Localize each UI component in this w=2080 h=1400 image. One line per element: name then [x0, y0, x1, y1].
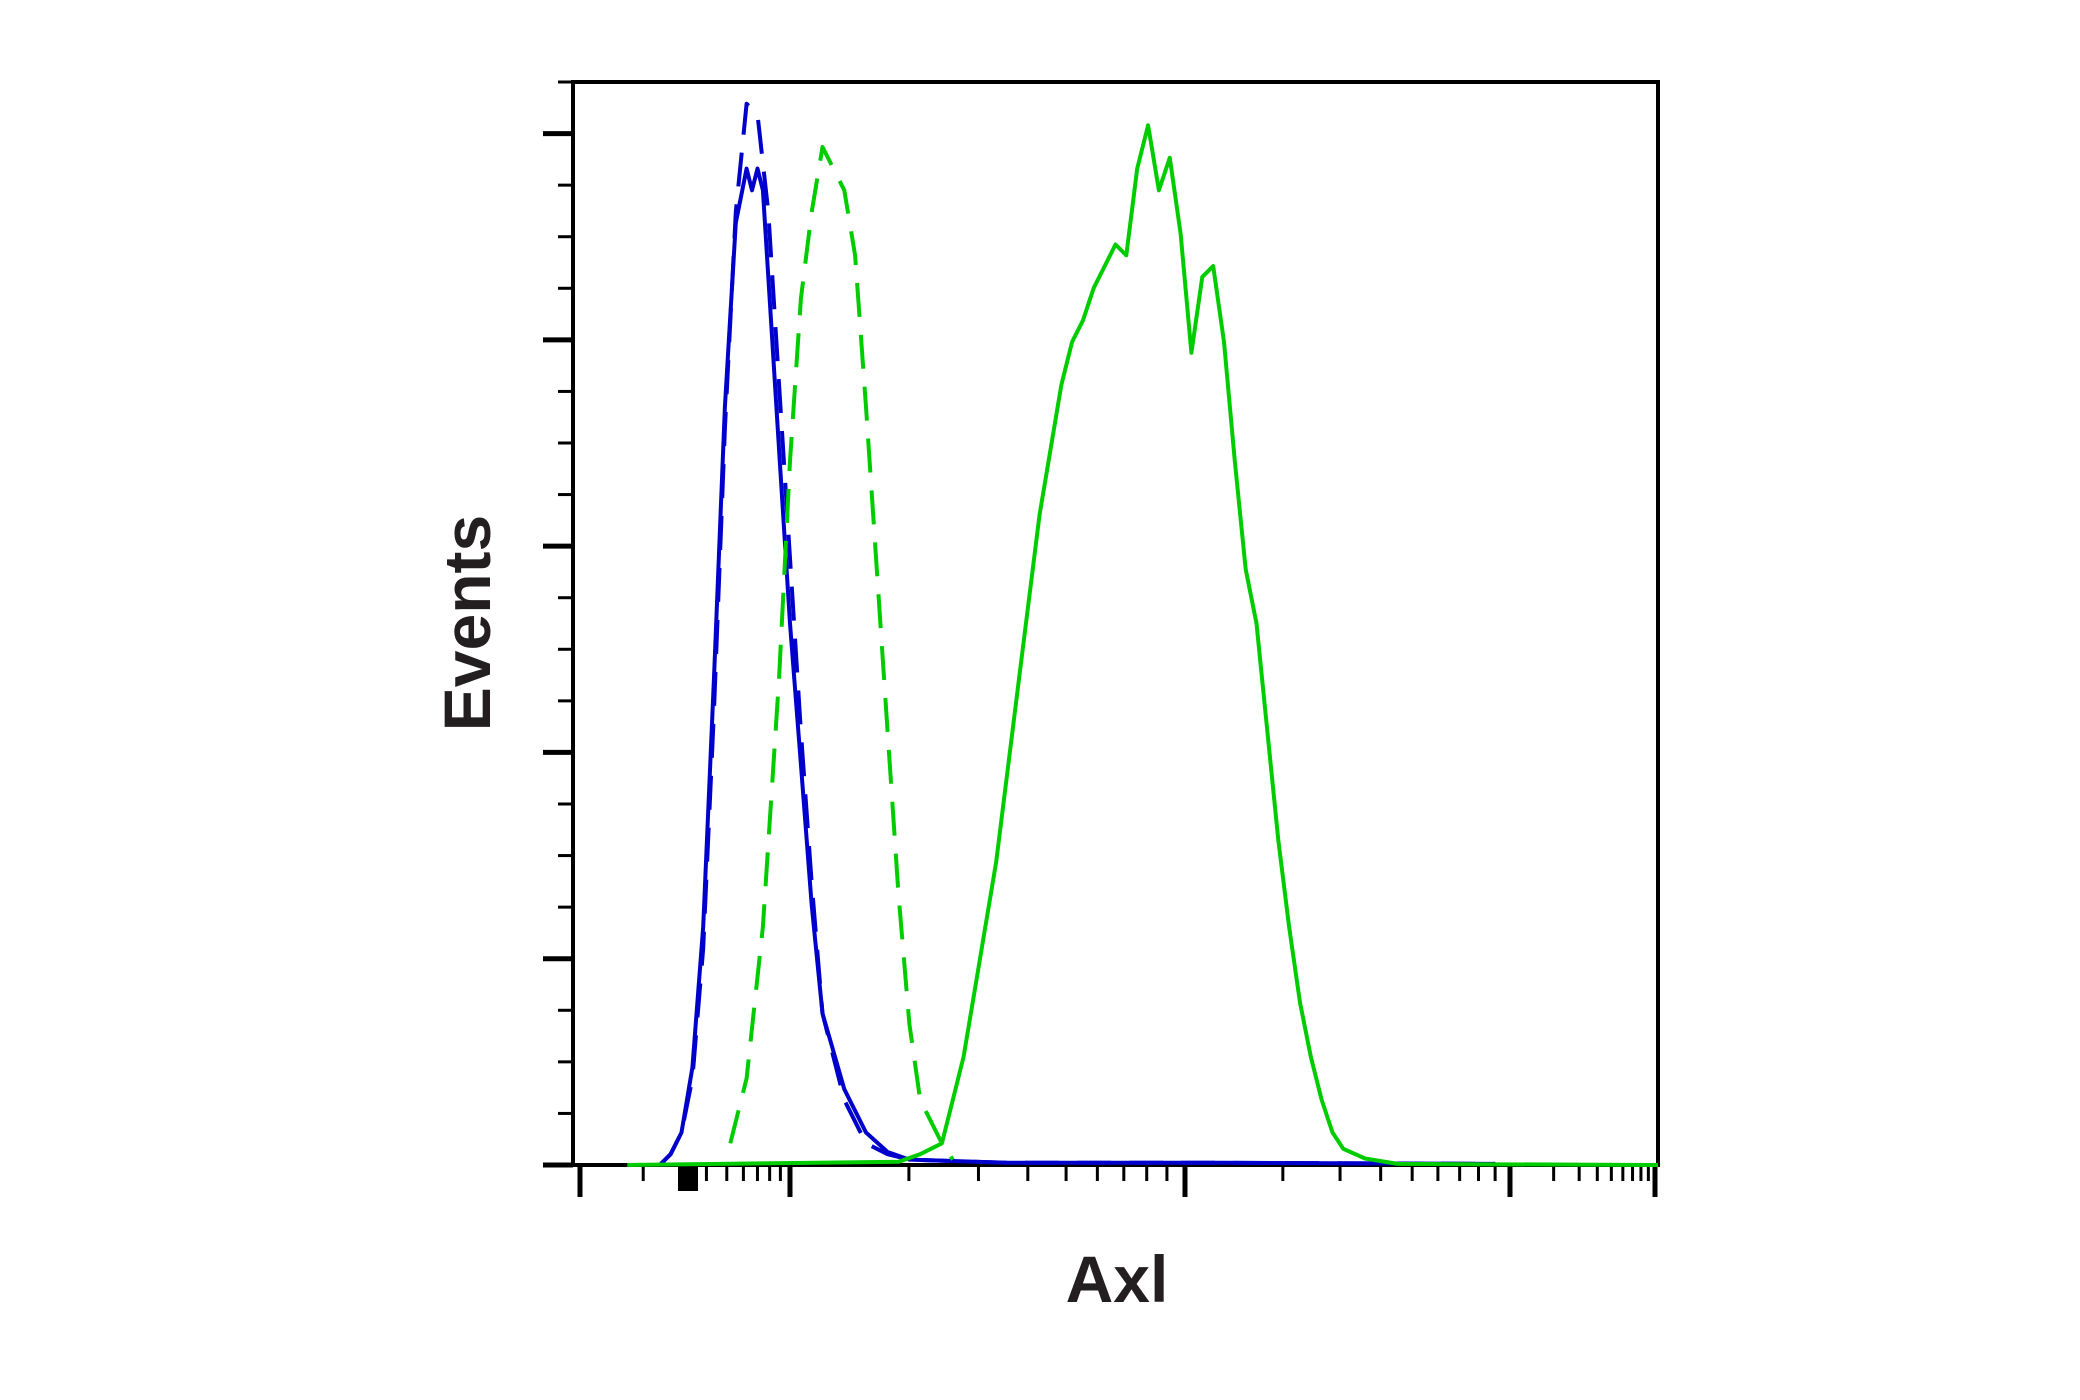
series-line-1: [658, 101, 1496, 1167]
y-axis-label: Events: [430, 515, 504, 731]
series-layer: [627, 101, 1659, 1167]
plot-frame: [571, 80, 1660, 1167]
series-line-4: [627, 123, 1659, 1167]
x-axis-label: Axl: [1066, 1242, 1169, 1316]
series-line-3: [728, 145, 955, 1161]
series-line-2: [658, 166, 1496, 1167]
x-axis-ticks: [577, 1165, 1658, 1197]
y-axis-ticks: [543, 80, 573, 1168]
